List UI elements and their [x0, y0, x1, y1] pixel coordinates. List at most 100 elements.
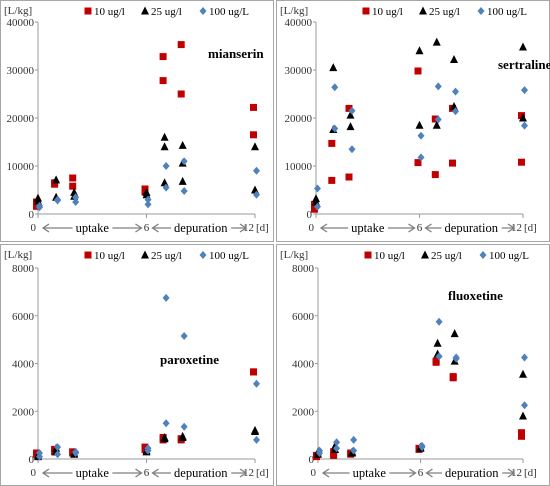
phase-label-uptake: uptake [353, 466, 387, 480]
series-25 ug/l [312, 37, 527, 206]
legend-label: 10 ug/l [374, 250, 405, 262]
data-point [36, 203, 43, 212]
data-point [253, 435, 260, 444]
phase-label-depuration: depuration [445, 221, 499, 235]
data-point [141, 185, 149, 193]
y-tick-label: 4000 [292, 359, 315, 371]
y-unit-label: [L/kg] [4, 5, 32, 17]
data-point [450, 54, 458, 63]
legend-label: 10 ug/l [372, 6, 403, 18]
x-tick-label: 0 [311, 467, 317, 479]
y-tick-label: 0 [309, 454, 315, 466]
data-point [329, 63, 338, 72]
data-point [54, 196, 62, 205]
x-tick-label: 12 [243, 467, 254, 479]
data-point [69, 182, 77, 190]
data-point [521, 121, 528, 130]
data-point [452, 354, 460, 363]
y-tick-label: 0 [29, 209, 35, 221]
data-point [142, 187, 151, 196]
data-point [162, 183, 170, 192]
data-point [518, 158, 525, 166]
data-point [333, 444, 341, 453]
data-point [72, 198, 80, 206]
data-point [178, 433, 187, 442]
y-tick-label: 30000 [285, 65, 313, 77]
data-point [314, 184, 321, 193]
series-10 ug/l [313, 357, 525, 461]
panel-frame [0, 244, 274, 486]
data-point [432, 37, 441, 46]
chart-title: fluoxetine [448, 288, 503, 303]
data-point [518, 429, 525, 437]
panel-frame [0, 0, 274, 242]
legend-label: 100 ug/L [209, 6, 249, 18]
data-point [345, 104, 353, 112]
legend-marker [84, 251, 92, 259]
chart-title: paroxetine [160, 352, 219, 367]
data-point [159, 53, 167, 61]
data-point [331, 124, 339, 133]
data-point [414, 159, 422, 167]
data-point [415, 120, 424, 129]
data-point [519, 42, 527, 51]
data-point [345, 173, 353, 181]
data-point [521, 353, 528, 362]
data-point [432, 358, 440, 366]
series-25 ug/l [34, 132, 259, 205]
legend-marker [141, 250, 149, 259]
data-point [350, 435, 358, 444]
y-tick-label: 40000 [7, 17, 35, 29]
data-point [160, 132, 169, 141]
data-point [435, 352, 443, 361]
phase-label-depuration: depuration [445, 466, 499, 480]
x-tick-label: 12 [511, 467, 522, 479]
x-tick-label: 6 [417, 222, 423, 234]
legend-label: 10 ug/l [94, 250, 125, 262]
data-point [72, 449, 80, 458]
data-point [432, 120, 441, 129]
legend-label: 25 ug/l [431, 250, 462, 262]
y-tick-label: 10000 [285, 161, 313, 173]
data-point [314, 202, 321, 211]
data-point [346, 110, 355, 119]
y-tick-label: 6000 [292, 311, 315, 323]
data-point [418, 443, 426, 452]
chart-panel-fluoxetine: [L/kg] 0 2000 4000 6000 8000 0 6 12 [d] uptake depu… [276, 244, 550, 486]
data-point [521, 401, 528, 410]
data-point [177, 90, 185, 98]
data-point [518, 432, 525, 440]
series-100 ug/L [314, 82, 528, 211]
legend-marker [199, 251, 207, 259]
data-point [434, 82, 442, 91]
data-point [253, 379, 260, 388]
data-point [350, 446, 358, 455]
series-10 ug/l [33, 368, 257, 458]
data-point [178, 140, 187, 149]
phase-label-depuration: depuration [174, 466, 228, 480]
data-point [144, 200, 152, 209]
data-point [433, 338, 442, 347]
data-point [316, 449, 323, 458]
data-point [519, 113, 527, 122]
data-point [178, 176, 187, 185]
data-point [52, 175, 61, 184]
series-10 ug/l [311, 67, 525, 213]
series-100 ug/L [36, 157, 260, 212]
data-point [251, 142, 259, 151]
data-point [160, 142, 169, 151]
data-point [521, 86, 528, 95]
x-tick-label: 0 [309, 222, 315, 234]
x-tick-label: 0 [31, 467, 37, 479]
data-point [519, 369, 527, 378]
data-point [160, 434, 169, 443]
data-point [519, 411, 527, 420]
data-point [348, 145, 356, 154]
data-point [159, 77, 167, 85]
legend-marker [141, 6, 149, 15]
x-unit-label: [d] [524, 467, 537, 479]
data-point [435, 317, 443, 326]
chart-panel-mianserin: [L/kg] 0 10000 20000 30000 40000 0 6 12 [d] uptake… [0, 0, 274, 242]
data-point [518, 112, 525, 120]
data-point [54, 443, 62, 452]
